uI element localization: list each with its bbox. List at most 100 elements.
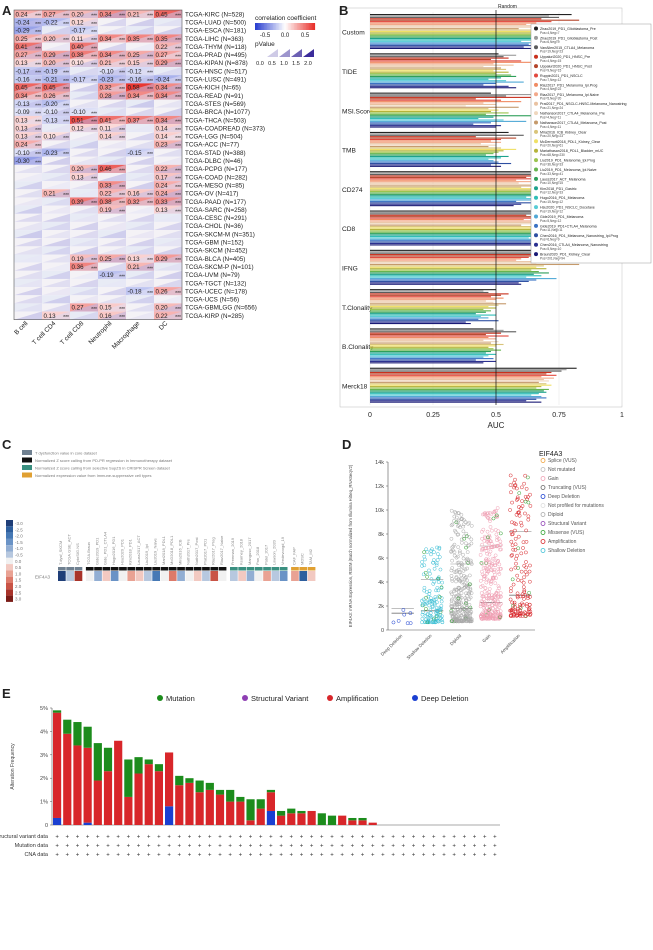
y-tick-label: 6k	[378, 556, 384, 562]
data-point	[522, 575, 526, 580]
alteration-bar	[103, 771, 113, 825]
legend-label: Shallow Deletion	[548, 548, 585, 554]
data-available-mark: +	[96, 844, 100, 850]
alteration-bar	[327, 815, 337, 825]
heatmap-row-label: TCGA-DLBC (N=46)	[185, 158, 243, 165]
data-available-mark: +	[198, 853, 202, 859]
heatmap-cell-value: 0.34	[16, 93, 29, 100]
alteration-bar	[83, 747, 92, 823]
x-tick-label: Amplification	[499, 633, 521, 655]
heatmap-pvalue-triangle	[70, 246, 98, 255]
scale-swatch	[6, 595, 13, 602]
heatmap-cell	[42, 75, 70, 84]
heatmap-cell-value: 0.22	[156, 44, 169, 51]
data-point	[433, 618, 438, 623]
alteration-bar	[215, 789, 225, 795]
data-point	[508, 508, 512, 512]
scale-tick: 0.5	[15, 565, 22, 570]
alteration-bar	[185, 782, 194, 825]
legend-cc-swatch	[306, 23, 308, 30]
auc-bar	[370, 290, 484, 292]
heatmap-pvalue-triangle	[14, 83, 42, 92]
heatmap-cell	[126, 303, 154, 312]
data-available-mark: +	[167, 835, 171, 841]
data-available-mark: +	[340, 835, 344, 841]
data-point	[452, 514, 457, 519]
heatmap-pvalue-triangle	[126, 238, 154, 247]
data-point	[491, 556, 495, 561]
heatmap-row-label: TCGA-THYM (N=118)	[185, 44, 247, 51]
data-point	[459, 613, 464, 618]
heatmap-cell-stars: ***	[91, 128, 97, 134]
auc-bar	[370, 244, 537, 246]
auc-bar	[370, 373, 547, 375]
heatmap-cell-value: -0.24	[16, 19, 31, 26]
auc-bar	[370, 53, 499, 55]
heatmap-pvalue-triangle	[126, 58, 154, 68]
data-point	[460, 605, 464, 610]
heatmap-row-label: TCGA-GBM (N=152)	[185, 240, 244, 247]
alteration-bar	[246, 820, 255, 825]
data-available-mark: +	[137, 853, 141, 859]
heatmap-pvalue-triangle	[98, 10, 126, 19]
data-point	[492, 510, 496, 515]
alteration-bar	[348, 817, 357, 821]
gene-cell	[152, 571, 160, 581]
legend-marker	[540, 485, 546, 490]
data-point	[509, 614, 514, 618]
legend-cohort-name: Hsu2020_PD1_NSCLC_Docetaxe	[540, 206, 595, 210]
auc-bar	[370, 294, 502, 296]
data-available-mark: +	[290, 835, 294, 841]
data-available-mark: +	[96, 853, 100, 859]
data-point	[519, 569, 524, 574]
heatmap-frame	[13, 9, 183, 321]
y-tick-label: 2k	[378, 604, 384, 610]
data-point	[516, 546, 521, 551]
data-point	[498, 539, 503, 544]
data-point	[493, 563, 498, 568]
auc-bar	[370, 334, 486, 336]
data-point	[465, 578, 469, 583]
data-available-mark: +	[228, 835, 232, 841]
data-available-mark: +	[463, 835, 467, 841]
data-point	[449, 550, 454, 554]
heatmap-cell-value: -0.10	[72, 109, 87, 116]
legend-label: Normalized Z score calling from selectiv…	[35, 466, 171, 471]
data-available-mark: +	[300, 853, 304, 859]
legend-label: T dysfunction value in core dataset	[35, 451, 98, 456]
heatmap-cell-stars: ***	[91, 201, 97, 207]
data-point	[402, 612, 407, 617]
alteration-bar	[144, 764, 153, 825]
data-point	[454, 575, 459, 579]
alteration-bar	[348, 820, 357, 825]
heatmap-cell-value: 0.19	[72, 256, 85, 263]
heatmap-cell-stars: ***	[175, 38, 181, 44]
data-point	[509, 553, 514, 558]
heatmap-pvalue-triangle	[42, 132, 70, 141]
heatmap-pvalue-triangle	[126, 115, 154, 125]
heatmap-row-label: TCGA-SKCM-P (N=101)	[185, 264, 254, 271]
heatmap-cell-value: 0.58	[128, 85, 141, 92]
legend-cohort-name: Prat2017_PD1_NSCLC-HNSC-Melanoma_Nanostr…	[540, 102, 627, 106]
data-available-mark: +	[412, 853, 416, 859]
data-point	[527, 569, 532, 574]
legend-label: Not profiled for mutations	[548, 503, 604, 509]
auc-bar	[370, 23, 527, 25]
data-point	[510, 553, 515, 557]
heatmap-cell-value: 0.33	[156, 199, 169, 206]
legend-cohort-name: Zhao2019_PD1_Glioblastoma_Pre	[540, 27, 596, 31]
legend-swatch	[22, 465, 32, 470]
heatmap-pvalue-triangle	[70, 50, 98, 59]
auc-bar	[370, 251, 537, 253]
heatmap-cell-value: 0.34	[100, 52, 113, 59]
data-available-mark: +	[381, 853, 385, 859]
gene-cell	[58, 571, 66, 581]
heatmap-row-label: TCGA-PCPG (N=177)	[185, 166, 247, 173]
heatmap-row-label: TCGA-UCEC (N=178)	[185, 288, 247, 295]
auc-bar	[370, 200, 517, 202]
heatmap-cell-value: 0.41	[16, 44, 29, 51]
heatmap-pvalue-triangle	[154, 270, 182, 279]
legend-label: Not mutated	[548, 467, 575, 473]
column-group-bar	[135, 567, 144, 571]
data-point	[464, 602, 469, 607]
